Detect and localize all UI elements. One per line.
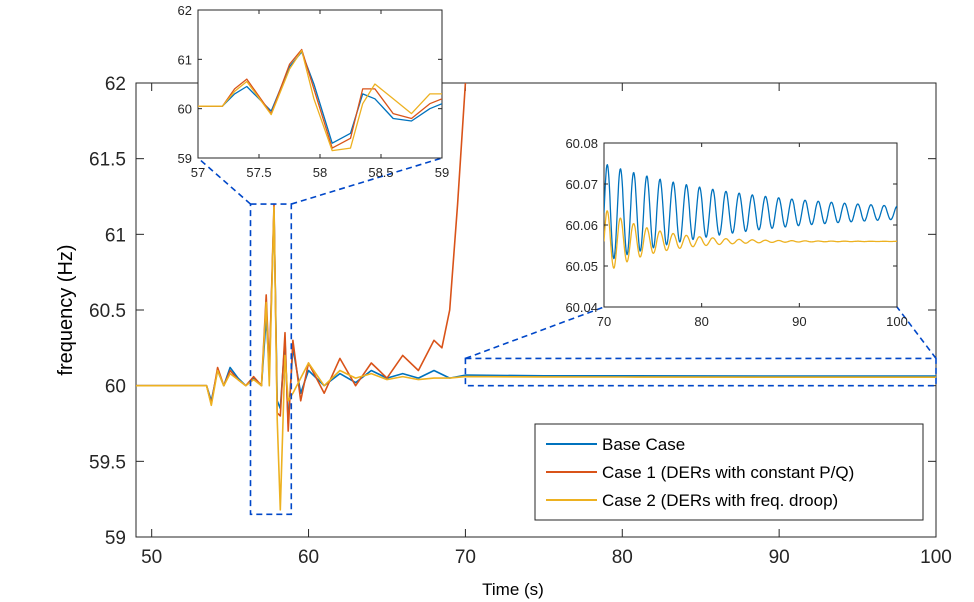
series-line-0 (604, 164, 897, 260)
y-tick-label: 60.06 (565, 218, 598, 233)
y-tick-label: 60.08 (565, 136, 598, 151)
y-tick-label: 60 (105, 377, 126, 398)
inset-right-frame (603, 142, 898, 308)
x-axis-title: Time (s) (482, 580, 544, 599)
zoom-connectors (197, 157, 937, 360)
x-tick-label: 100 (920, 547, 952, 568)
y-tick-label: 61.5 (89, 150, 126, 171)
main-y-axis: 59 59.5 60 60.5 61 61.5 62 (89, 74, 936, 549)
zoom-connector (465, 306, 605, 360)
series-line-1 (198, 48, 442, 149)
x-tick-label: 60 (298, 547, 319, 568)
zoom-connector (896, 306, 937, 359)
x-tick-label: 80 (612, 547, 633, 568)
x-tick-label: 58 (313, 165, 327, 180)
zoom-connector (291, 157, 443, 205)
x-tick-label: 70 (597, 314, 611, 329)
y-tick-label: 60.07 (565, 177, 598, 192)
zoom-boxes (249, 203, 937, 516)
legend: Base Case Case 1 (DERs with constant P/Q… (534, 423, 924, 521)
x-tick-label: 100 (886, 314, 908, 329)
zoom-connector (197, 157, 252, 205)
zoom-box-0 (249, 203, 293, 516)
inset-right-series (604, 164, 897, 269)
y-tick-label: 60.5 (89, 301, 126, 322)
y-tick-label: 62 (178, 3, 192, 18)
y-tick-label: 59 (105, 528, 126, 549)
inset-left-frame (197, 9, 443, 159)
main-x-axis: 50 60 70 80 90 100 (141, 83, 952, 568)
x-tick-label: 70 (455, 547, 476, 568)
legend-label-base: Base Case (602, 435, 685, 454)
y-tick-label: 59.5 (89, 452, 126, 473)
zoom-box-1 (464, 357, 937, 387)
x-tick-label: 90 (769, 547, 790, 568)
y-tick-label: 60.04 (565, 300, 598, 315)
x-tick-label: 50 (141, 547, 162, 568)
inset-right-axes: 70 80 90 100 60.04 60.05 60.06 60.07 60.08 (565, 136, 907, 329)
y-tick-label: 59 (178, 151, 192, 166)
inset-left-plot: 57 57.5 58 58.5 59 59 60 61 62 (178, 3, 450, 180)
inset-left-series (198, 48, 442, 152)
y-axis-title: frequency (Hz) (55, 244, 77, 375)
y-tick-label: 61 (178, 52, 192, 67)
inset-right-plot: 70 80 90 100 60.04 60.05 60.06 60.07 60.08 (565, 136, 907, 329)
series-line-1 (604, 210, 897, 269)
x-tick-label: 57 (191, 165, 205, 180)
y-tick-label: 62 (105, 74, 126, 95)
y-tick-label: 60 (178, 102, 192, 117)
x-tick-label: 80 (694, 314, 708, 329)
series-line-0 (198, 51, 442, 144)
x-tick-label: 57.5 (246, 165, 271, 180)
x-tick-label: 90 (792, 314, 806, 329)
inset-left-axes: 57 57.5 58 58.5 59 59 60 61 62 (178, 3, 450, 180)
y-tick-label: 60.05 (565, 259, 598, 274)
x-tick-label: 59 (435, 165, 449, 180)
legend-label-case2: Case 2 (DERs with freq. droop) (602, 491, 838, 510)
legend-box (534, 423, 924, 521)
x-tick-label: 58.5 (368, 165, 393, 180)
legend-label-case1: Case 1 (DERs with constant P/Q) (602, 463, 854, 482)
y-tick-label: 61 (105, 225, 126, 246)
series-line-2 (198, 49, 442, 152)
